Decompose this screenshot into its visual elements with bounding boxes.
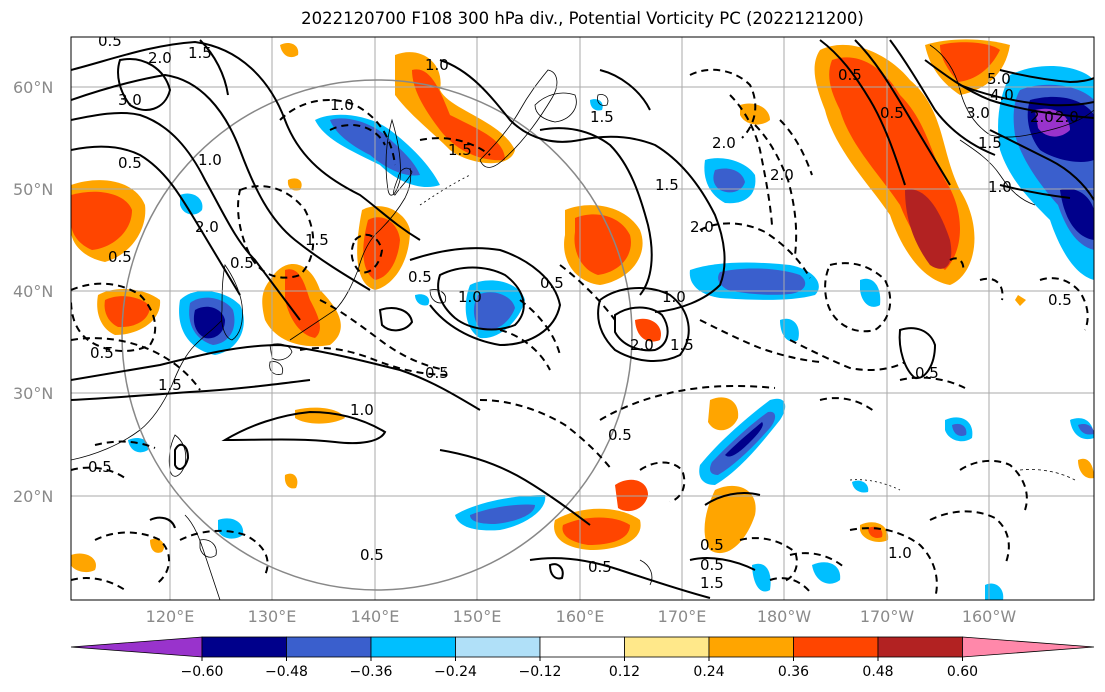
- longitude-labels: 120°E 130°E 140°E 150°E 160°E 170°E 180°…: [146, 607, 1017, 626]
- contour-label: 0.5: [98, 32, 122, 50]
- colorbar-tick-label: 0.48: [862, 664, 893, 680]
- contour-label: 0.5: [1048, 291, 1072, 309]
- lat-label: 50°N: [13, 180, 53, 199]
- contour-label: 1.5: [158, 376, 182, 394]
- colorbar-labels: −0.60 −0.48 −0.36 −0.24 −0.12 0.12 0.24 …: [181, 664, 979, 680]
- contour-label: 1.0: [888, 544, 912, 562]
- lon-label: 150°E: [453, 607, 502, 626]
- contour-label: 1.0: [458, 288, 482, 306]
- contour-labels: 0.5 2.0 1.5 3.0 1.0 1.0 1.5 0.5 1.0 1.5 …: [88, 32, 1079, 592]
- contour-label: 0.5: [588, 558, 612, 576]
- contour-label: 0.5: [700, 536, 724, 554]
- contour-label: 2.0: [712, 134, 736, 152]
- contour-label: 1.5: [655, 176, 679, 194]
- colorbar-segment: [708, 636, 794, 658]
- distance-circle: [121, 79, 633, 591]
- colorbar-tick-label: −0.24: [434, 664, 477, 680]
- contour-label: 2.0: [1030, 108, 1054, 126]
- contour-label: 0.5: [540, 274, 564, 292]
- contour-label: 3.0: [118, 91, 142, 109]
- contour-label: 0.5: [838, 66, 862, 84]
- lat-label: 60°N: [13, 78, 53, 97]
- colorbar-segment: [793, 636, 879, 658]
- lon-label: 130°E: [248, 607, 297, 626]
- colorbar-tick-label: 0.24: [693, 664, 724, 680]
- contour-label: 1.0: [988, 178, 1012, 196]
- contours: [71, 39, 1094, 599]
- contour-label: 1.5: [670, 336, 694, 354]
- coastlines: [71, 44, 1094, 600]
- contour-label: 4.0: [990, 86, 1014, 104]
- colorbar-segment: [70, 636, 203, 658]
- contour-label: 2.0: [770, 166, 794, 184]
- contour-label: 0.5: [700, 556, 724, 574]
- contour-label: 1.0: [662, 288, 686, 306]
- contour-label: 0.5: [108, 248, 132, 266]
- lon-label: 170°W: [860, 607, 915, 626]
- colorbar-ticks: [201, 657, 963, 661]
- colorbar-segment: [370, 636, 456, 658]
- colorbar: −0.60 −0.48 −0.36 −0.24 −0.12 0.12 0.24 …: [70, 636, 1095, 680]
- contour-label: 1.5: [590, 108, 614, 126]
- contour-label: 0.5: [118, 154, 142, 172]
- contour-label: 1.0: [330, 96, 354, 114]
- gridlines: [71, 37, 1094, 600]
- lon-label: 170°E: [658, 607, 707, 626]
- contour-label: 0.5: [88, 458, 112, 476]
- lat-label: 30°N: [13, 384, 53, 403]
- colorbar-tick-label: 0.12: [609, 664, 640, 680]
- contour-label: 1.5: [448, 141, 472, 159]
- contour-label: 2.0: [1055, 108, 1079, 126]
- colorbar-segment: [201, 636, 287, 658]
- colorbar-tick-label: 0.60: [947, 664, 978, 680]
- lat-label: 20°N: [13, 487, 53, 506]
- colorbar-tick-label: −0.60: [181, 664, 224, 680]
- contour-label: 0.5: [915, 364, 939, 382]
- contour-label: 0.5: [360, 546, 384, 564]
- contour-label: 0.5: [408, 268, 432, 286]
- contour-label: 2.0: [690, 218, 714, 236]
- contour-label: 3.0: [966, 104, 990, 122]
- lon-label: 120°E: [146, 607, 195, 626]
- colorbar-tick-label: −0.48: [265, 664, 308, 680]
- lon-label: 160°W: [962, 607, 1017, 626]
- lat-label: 40°N: [13, 282, 53, 301]
- colorbar-tick-label: −0.12: [519, 664, 562, 680]
- contour-label: 0.5: [90, 344, 114, 362]
- contour-label: 1.0: [425, 56, 449, 74]
- contour-label: 1.5: [700, 574, 724, 592]
- contour-label: 2.0: [195, 218, 219, 236]
- lon-label: 140°E: [351, 607, 400, 626]
- lon-label: 180°W: [757, 607, 812, 626]
- plot-area: 0.5 2.0 1.5 3.0 1.0 1.0 1.5 0.5 1.0 1.5 …: [71, 32, 1094, 600]
- contour-label: 1.5: [978, 134, 1002, 152]
- colorbar-segment: [624, 636, 710, 658]
- contour-label: 1.5: [305, 231, 329, 249]
- latitude-labels: 60°N 50°N 40°N 30°N 20°N: [13, 78, 53, 506]
- contour-label: 0.5: [880, 104, 904, 122]
- colorbar-tick-label: −0.36: [350, 664, 393, 680]
- colorbar-segment: [962, 636, 1095, 658]
- contour-label: 5.0: [987, 70, 1011, 88]
- contour-label: 1.5: [188, 44, 212, 62]
- contour-label: 2.0: [148, 49, 172, 67]
- contour-label: 0.5: [608, 426, 632, 444]
- contour-label: 2.0: [630, 336, 654, 354]
- map-title: 2022120700 F108 300 hPa div., Potential …: [301, 9, 864, 28]
- shading-layer: [71, 39, 1094, 600]
- colorbar-segment: [539, 636, 625, 658]
- plot-frame: [70, 36, 1095, 601]
- positive-shading: [71, 39, 1094, 573]
- contour-label: 1.0: [350, 401, 374, 419]
- colorbar-tick-label: 0.36: [778, 664, 809, 680]
- colorbar-segment: [877, 636, 963, 658]
- colorbar-segment: [455, 636, 541, 658]
- contour-label: 0.5: [425, 364, 449, 382]
- colorbar-segment: [286, 636, 372, 658]
- lon-label: 160°E: [556, 607, 605, 626]
- contour-label: 0.5: [230, 254, 254, 272]
- contour-label: 1.0: [198, 151, 222, 169]
